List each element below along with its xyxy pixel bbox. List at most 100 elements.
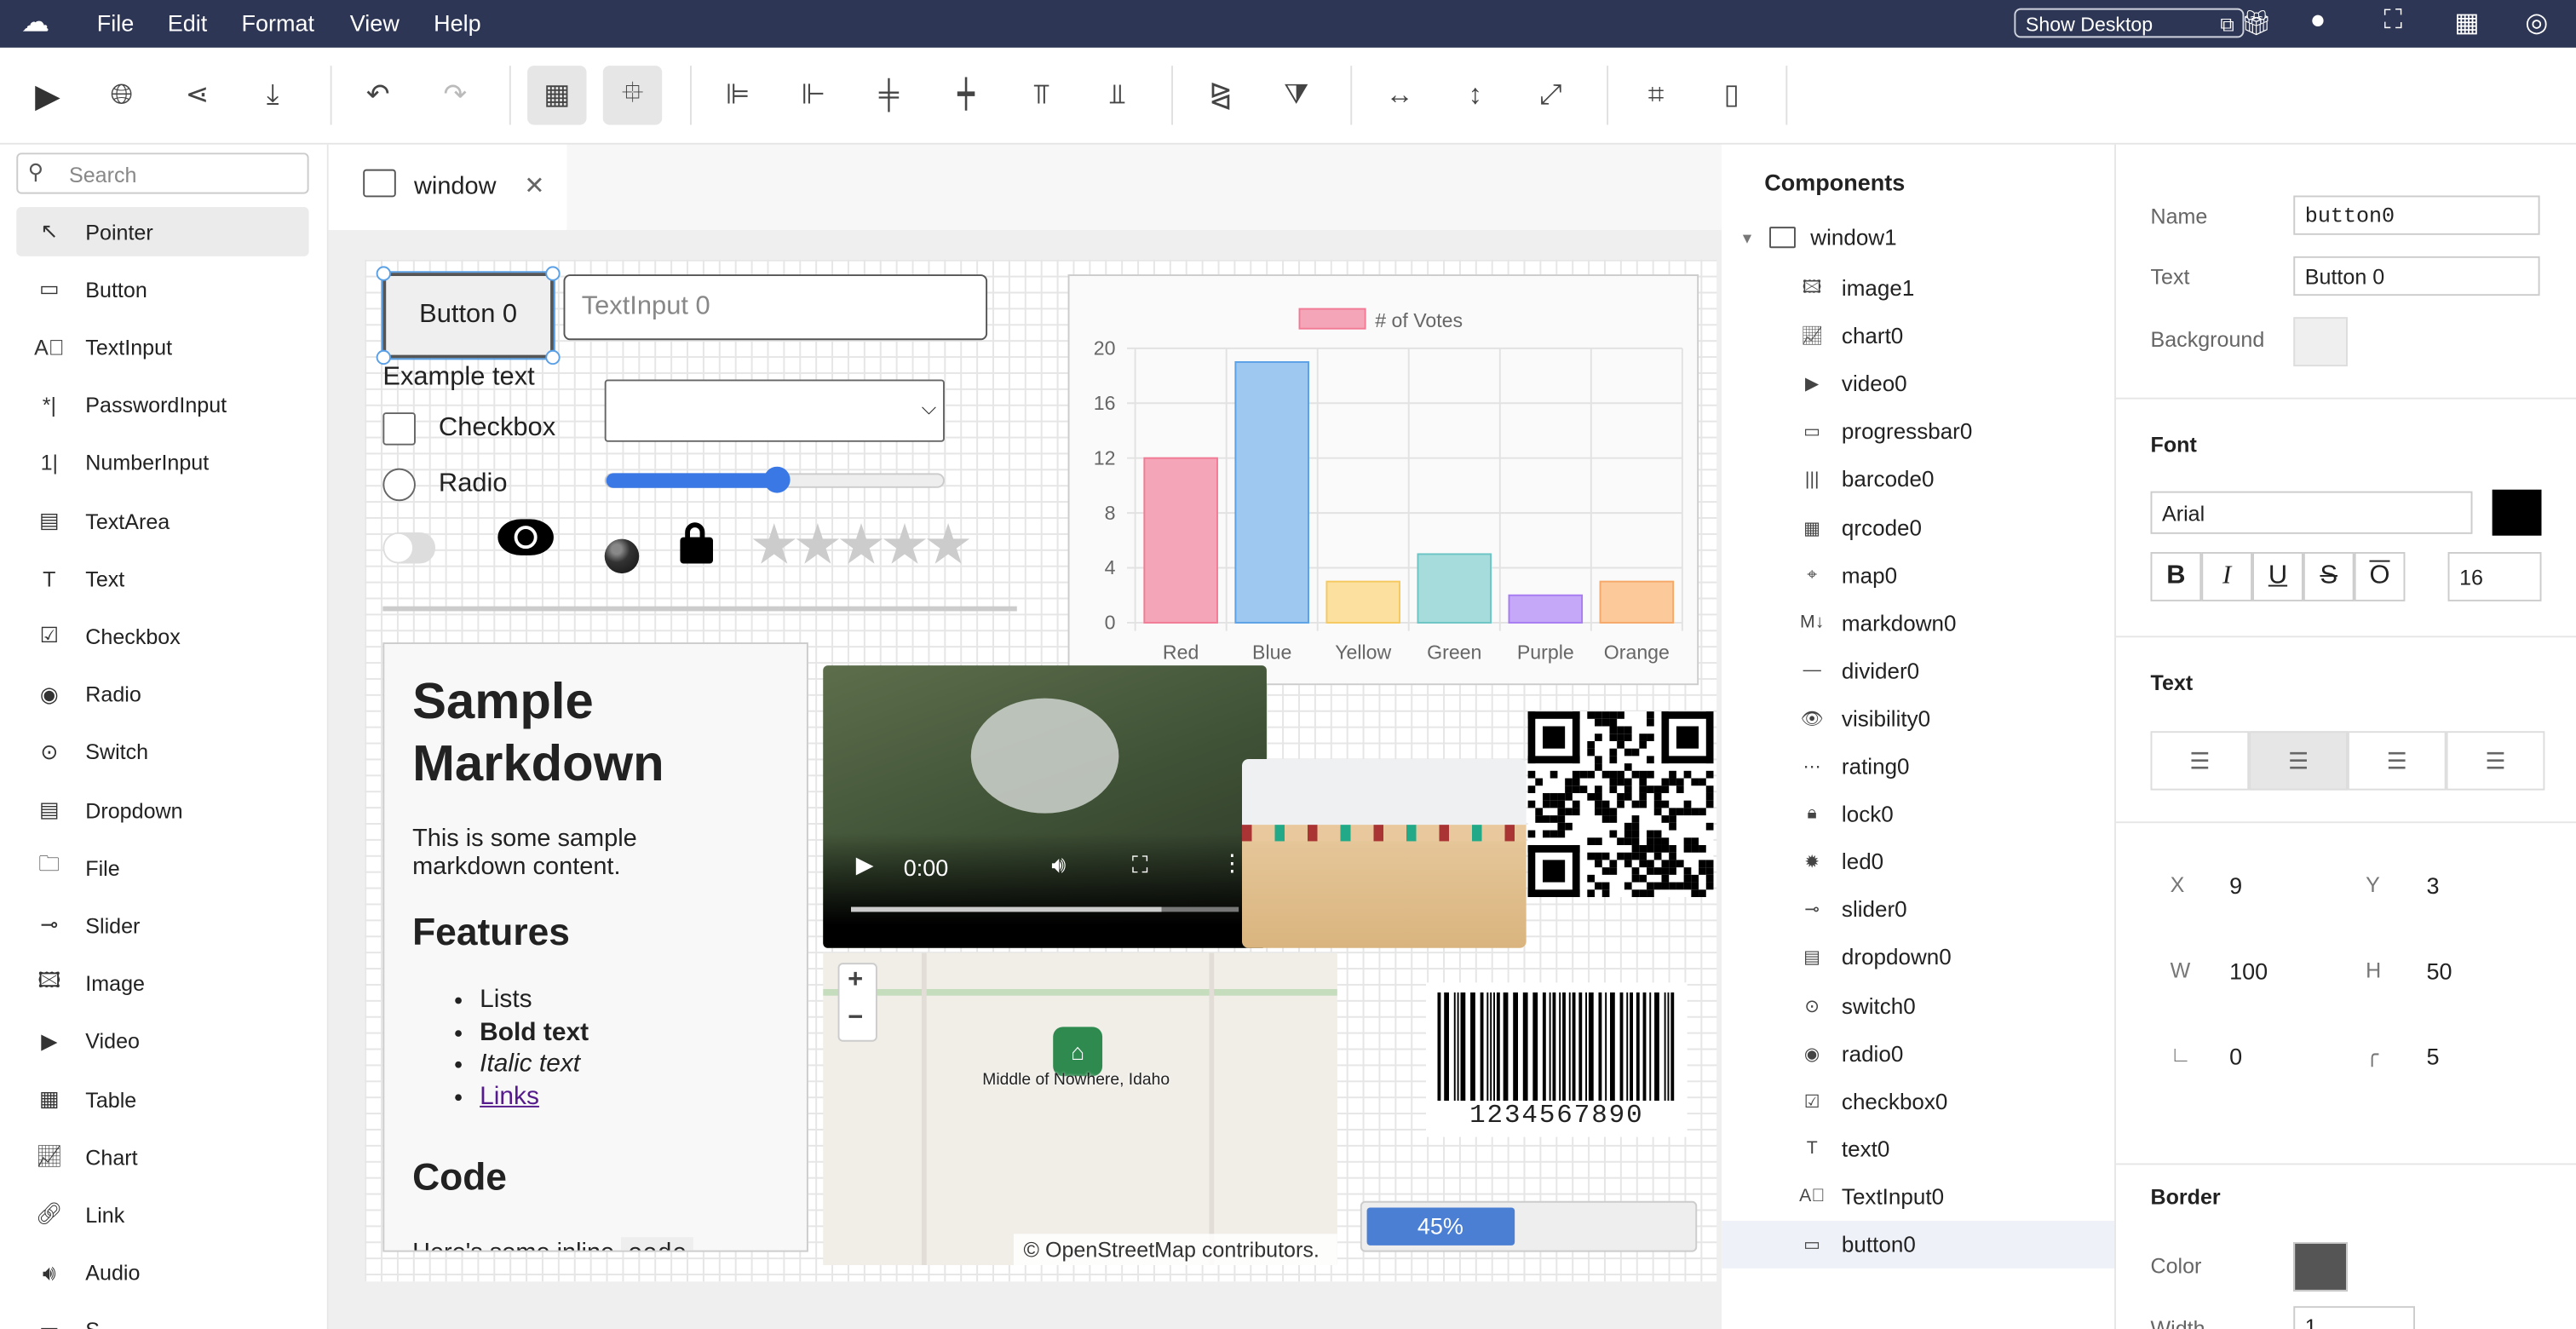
expand-icon[interactable]: ⤢ [1539, 78, 1562, 111]
underline-button[interactable]: U [2252, 551, 2303, 601]
tree-item-TextInput0[interactable]: A⃒ TextInput0 [1722, 1173, 2114, 1221]
tree-item-qrcode0[interactable]: ▦ qrcode0 [1722, 503, 2114, 551]
menu-help[interactable]: Help [434, 9, 481, 37]
resize-handle[interactable] [376, 349, 391, 365]
tree-item-lock0[interactable]: 🔒︎ lock0 [1722, 791, 2114, 838]
palette-item-image[interactable]: 🖾 Image [16, 959, 308, 1009]
canvas-video[interactable]: ▶ 0:00 🔊︎ ⛶ ⋮ [823, 665, 1267, 948]
tree-item-divider0[interactable]: — divider0 [1722, 647, 2114, 694]
canvas-button[interactable]: Button 0 [381, 271, 555, 360]
slider-thumb[interactable] [762, 466, 790, 493]
border-color-swatch[interactable] [2293, 1241, 2348, 1292]
y-input[interactable]: 3 [2426, 872, 2440, 899]
resize-handle[interactable] [545, 349, 561, 365]
map-marker-icon[interactable]: ⌂ [1053, 1027, 1103, 1077]
tree-item-led0[interactable]: ✹ led0 [1722, 838, 2114, 886]
palette-item-textinput[interactable]: A⃒ TextInput [16, 323, 308, 372]
grid-toggle-icon[interactable]: ▦ [527, 66, 587, 125]
play-icon[interactable]: ▶ [855, 850, 874, 877]
strikethrough-button[interactable]: S [2303, 551, 2355, 601]
align-right-icon[interactable]: ⊩ [801, 78, 825, 111]
border-width-input[interactable]: 1 [2293, 1306, 2415, 1329]
distribute-h-icon[interactable]: ↔ [1385, 78, 1414, 111]
zoom-in-button[interactable]: + [848, 965, 864, 994]
palette-item-passwordinput[interactable]: *| PasswordInput [16, 381, 308, 430]
menu-edit[interactable]: Edit [167, 9, 208, 37]
canvas-markdown[interactable]: Sample Markdown This is some sample mark… [382, 642, 808, 1252]
video-progress[interactable] [850, 906, 1239, 912]
tree-item-switch0[interactable]: ⊙ switch0 [1722, 981, 2114, 1029]
align-justify-button[interactable]: ☰ [2446, 731, 2545, 791]
palette-item-text[interactable]: T Text [16, 554, 308, 603]
canvas-textinput[interactable]: TextInput 0 [563, 274, 988, 341]
app-logo-icon[interactable]: ☁ [21, 6, 49, 38]
tree-item-barcode0[interactable]: ||| barcode0 [1722, 456, 2114, 503]
tree-item-progressbar0[interactable]: ▭ progressbar0 [1722, 408, 2114, 456]
radius-input[interactable]: 5 [2426, 1043, 2440, 1070]
snap-toggle-icon[interactable]: ⯐ [602, 66, 663, 125]
bar-orange[interactable] [1599, 580, 1675, 624]
star-icon[interactable]: ★ [792, 514, 843, 577]
share-icon[interactable]: ⋖ [185, 78, 210, 111]
bar-yellow[interactable] [1325, 580, 1401, 624]
palette-item-file[interactable]: 🗀 File [16, 843, 308, 893]
resize-handle[interactable] [376, 266, 391, 281]
canvas-checkbox[interactable] [382, 412, 416, 446]
flip-vertical-icon[interactable]: ⧩ [1283, 78, 1309, 111]
font-color-swatch[interactable] [2492, 489, 2542, 536]
palette-item-video[interactable]: ▶ Video [16, 1016, 308, 1066]
canvas-chart[interactable]: 0 4 8 12 16 20 Red Blue Yellow Green Purple Orange #… [1067, 274, 1699, 686]
search-input[interactable]: ⚲ Search [16, 152, 309, 194]
undo-icon[interactable]: ↶ [365, 78, 390, 111]
fullscreen-icon[interactable]: ⛶ [2383, 6, 2402, 35]
bar-red[interactable] [1143, 457, 1218, 624]
rotation-input[interactable]: 0 [2229, 1043, 2243, 1070]
tree-item-checkbox0[interactable]: ☑ checkbox0 [1722, 1078, 2114, 1125]
align-left-icon[interactable]: ⊫ [725, 78, 750, 111]
palette-item-radio[interactable]: ◉ Radio [16, 670, 308, 719]
download-icon[interactable]: ⤓ [266, 78, 279, 111]
align-center-button[interactable]: ☰ [2249, 731, 2348, 791]
volume-icon[interactable]: 🔊︎ [1051, 850, 1067, 877]
tab-window[interactable]: window ✕ [328, 144, 567, 230]
star-icon[interactable]: ★ [749, 514, 799, 577]
height-input[interactable]: 50 [2426, 958, 2452, 985]
align-left-button[interactable]: ☰ [2150, 731, 2250, 791]
tree-item-window1[interactable]: ▼ window1 [1722, 214, 2114, 262]
background-color-swatch[interactable] [2293, 317, 2348, 367]
menu-format[interactable]: Format [241, 9, 315, 37]
tree-item-dropdown0[interactable]: ▤ dropdown0 [1722, 934, 2114, 981]
palette-item-dropdown[interactable]: ▤ Dropdown [16, 785, 308, 835]
legend-label[interactable]: # of Votes [1375, 309, 1463, 331]
close-icon[interactable]: ✕ [524, 172, 545, 201]
menu-view[interactable]: View [349, 9, 400, 37]
palette-item-link[interactable]: 🔗︎ Link [16, 1190, 308, 1240]
tree-item-visibility0[interactable]: 👁︎ visibility0 [1722, 695, 2114, 743]
italic-button[interactable]: I [2201, 551, 2253, 601]
tree-item-chart0[interactable]: 📈︎ chart0 [1722, 313, 2114, 360]
font-size-input[interactable]: 16 [2447, 551, 2542, 601]
canvas-radio[interactable] [382, 468, 416, 502]
markdown-link[interactable]: Links [480, 1081, 539, 1110]
canvas-dropdown[interactable]: ⌵ [604, 379, 945, 442]
tree-item-slider0[interactable]: ⊸ slider0 [1722, 886, 2114, 934]
canvas-map[interactable]: + − ⌂ Middle of Nowhere, Idaho © OpenStr… [823, 952, 1337, 1265]
tree-item-map0[interactable]: ⌖ map0 [1722, 551, 2114, 599]
canvas-barcode[interactable]: 1234567890 [1425, 982, 1688, 1137]
align-top-icon[interactable]: ⫪ [1033, 78, 1049, 111]
align-center-v-icon[interactable]: ┿ [957, 78, 975, 111]
palette-item-numberinput[interactable]: 1| NumberInput [16, 439, 308, 488]
tree-item-video0[interactable]: ▶ video0 [1722, 360, 2114, 408]
align-bottom-icon[interactable]: ⫫ [1109, 78, 1125, 111]
more-icon[interactable]: ⋮ [1220, 849, 1244, 876]
bar-green[interactable] [1417, 553, 1492, 624]
eye-icon[interactable] [497, 519, 554, 555]
text-input[interactable]: Button 0 [2293, 256, 2540, 296]
caret-down-icon[interactable]: ▼ [1739, 229, 1755, 246]
star-icon[interactable]: ★ [923, 514, 974, 577]
canvas-rating[interactable]: ★★★★★ [749, 513, 974, 578]
canvas-text[interactable]: Example text [382, 363, 535, 391]
map-attribution[interactable]: © OpenStreetMap contributors. [1013, 1234, 1337, 1265]
canvas-qrcode[interactable] [1527, 711, 1714, 897]
